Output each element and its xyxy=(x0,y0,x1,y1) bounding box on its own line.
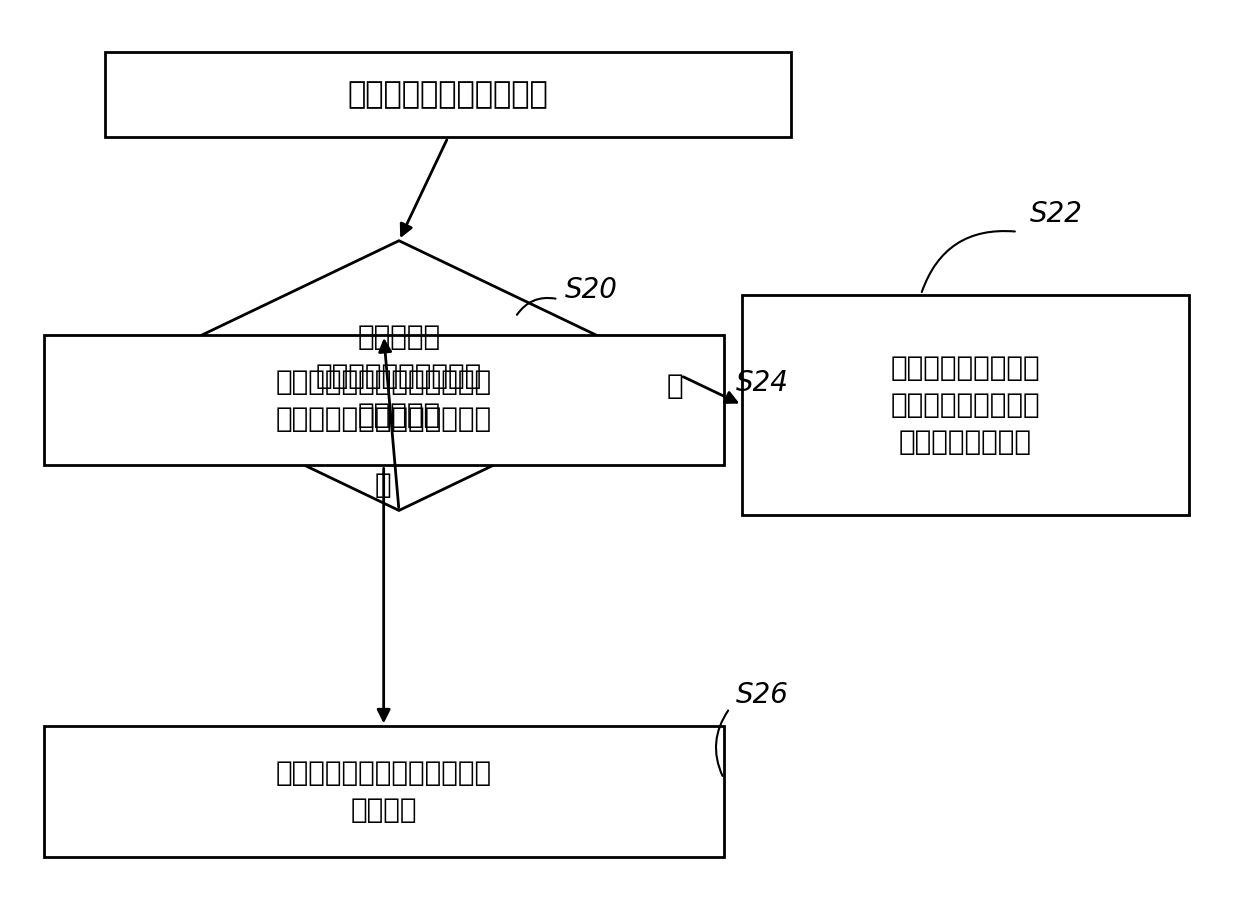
Bar xyxy=(43,726,724,856)
Polygon shape xyxy=(118,241,680,510)
Text: 是否存在与
需要增加的权限相对应
的岗位权限: 是否存在与 需要增加的权限相对应 的岗位权限 xyxy=(316,322,482,428)
Text: 将与需要增加的权限
相对应的岗位权限分
配给所述任一用户: 将与需要增加的权限 相对应的岗位权限分 配给所述任一用户 xyxy=(891,354,1041,456)
Bar xyxy=(43,335,724,466)
Bar xyxy=(105,52,790,137)
Text: S24: S24 xyxy=(736,369,789,397)
Text: 需要向任一用户增加权限: 需要向任一用户增加权限 xyxy=(348,80,549,110)
Bar xyxy=(742,295,1189,515)
Text: S26: S26 xyxy=(736,681,789,708)
Text: 是: 是 xyxy=(667,373,683,401)
Text: 创建新的岗位，并根据需要增
加的权限设置新的岗位的权限: 创建新的岗位，并根据需要增 加的权限设置新的岗位的权限 xyxy=(275,368,492,433)
Text: S22: S22 xyxy=(1030,200,1083,227)
Text: 将新的岗位的权限分配给所述
任一用户: 将新的岗位的权限分配给所述 任一用户 xyxy=(275,759,492,824)
Text: S20: S20 xyxy=(565,276,617,304)
Text: 否: 否 xyxy=(374,471,392,499)
